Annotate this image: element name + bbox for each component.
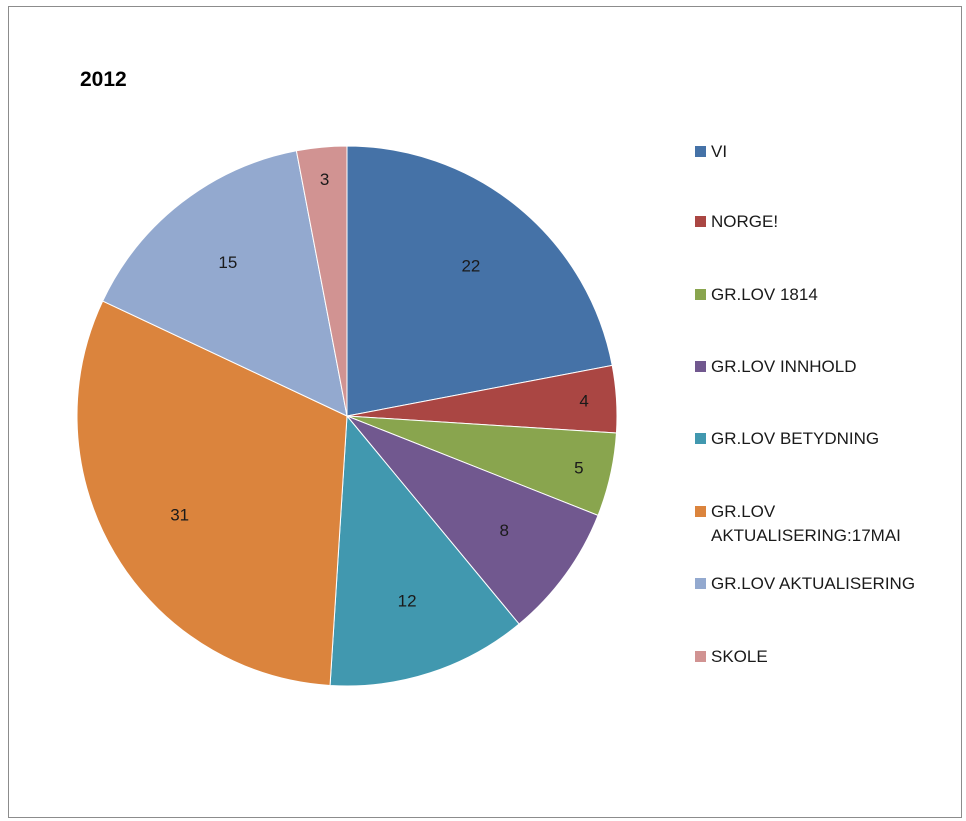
legend-swatch: [695, 216, 706, 227]
pie-slice-label: 31: [170, 505, 189, 524]
legend-label: NORGE!: [711, 212, 779, 231]
pie-slice: [102, 150, 348, 417]
pie-slice-label: 12: [398, 591, 417, 610]
legend-item: SKOLE: [695, 645, 768, 669]
pie-slice-label: 5: [574, 458, 583, 477]
pie-slice-label: 3: [320, 170, 329, 189]
legend-item: NORGE!: [695, 210, 778, 234]
legend-swatch: [695, 651, 706, 662]
pie-slice: [295, 145, 348, 417]
pie-slice-label: 22: [461, 257, 480, 276]
pie-slice: [346, 145, 613, 417]
legend-swatch: [695, 433, 706, 444]
legend-label: VI: [711, 142, 728, 161]
legend-item: GR.LOV AKTUALISERING: [695, 572, 915, 596]
pie-slice: [329, 414, 520, 687]
legend-item: GR.LOV INNHOLD: [695, 355, 856, 379]
legend-label: GR.LOV INNHOLD: [711, 357, 857, 376]
legend-swatch: [695, 146, 706, 157]
legend-item: GR.LOV BETYDNING: [695, 427, 879, 451]
legend-swatch: [695, 289, 706, 300]
legend-label: GR.LOV AKTUALISERING: [711, 574, 916, 593]
chart-title: 2012: [80, 68, 127, 91]
pie-slice: [346, 415, 599, 625]
legend: VI NORGE! GR.LOV 1814 GR.LOV INNHOLD GR.LOV …: [695, 0, 960, 821]
legend-label: GR.LOV 1814: [711, 285, 818, 304]
legend-label: SKOLE: [711, 647, 768, 666]
legend-label: GR.LOV AKTUALISERING:17MAI: [711, 502, 901, 545]
legend-item: GR.LOV AKTUALISERING:17MAI: [695, 500, 901, 548]
legend-swatch: [695, 506, 706, 517]
legend-item: VI: [695, 140, 727, 164]
pie-slice-label: 4: [579, 392, 588, 411]
legend-swatch: [695, 361, 706, 372]
legend-swatch: [695, 578, 706, 589]
pie-slice-label: 8: [500, 521, 509, 540]
pie-slice: [76, 300, 348, 686]
pie-slice-label: 15: [218, 253, 237, 272]
legend-item: GR.LOV 1814: [695, 283, 818, 307]
legend-label: GR.LOV BETYDNING: [711, 429, 880, 448]
